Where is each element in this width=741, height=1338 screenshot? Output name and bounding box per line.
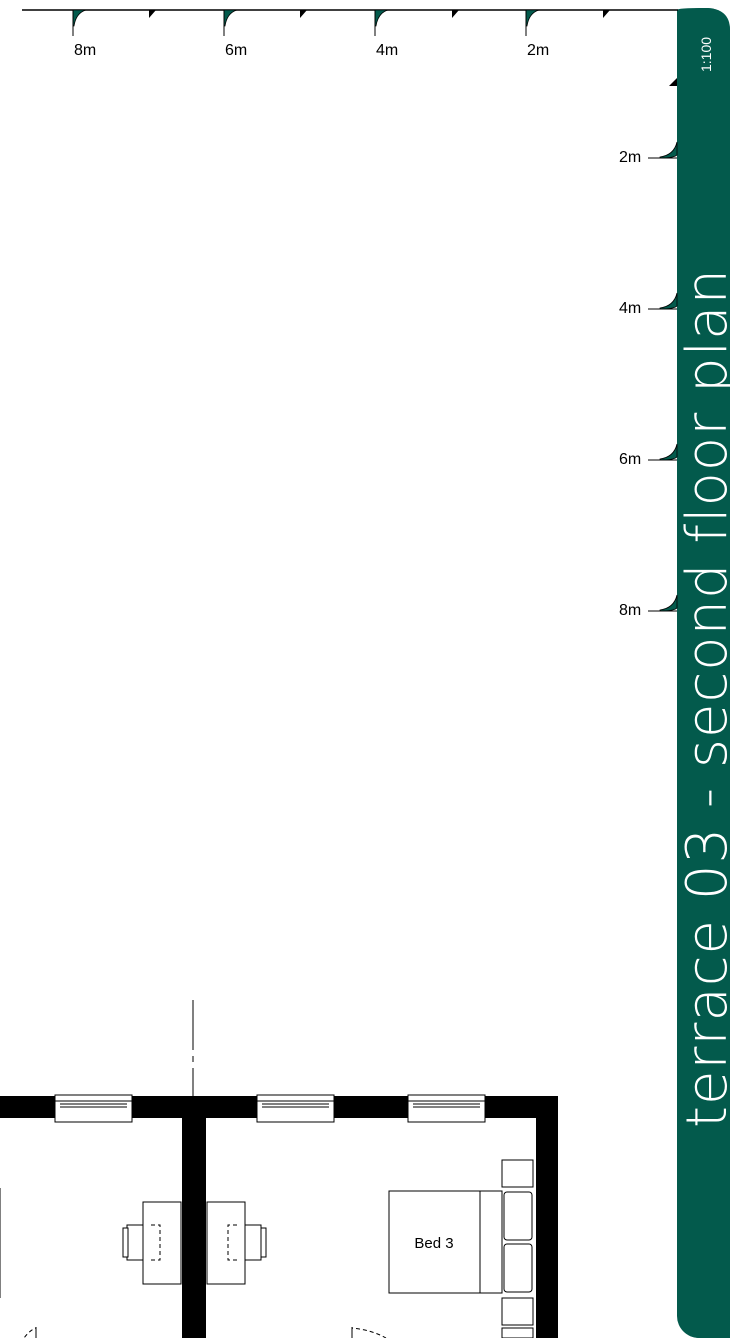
windows bbox=[54, 1094, 486, 1123]
scale-tick-major bbox=[525, 9, 540, 27]
desk-left bbox=[122, 1201, 182, 1285]
scale-tick-major bbox=[374, 9, 389, 27]
scale-label-8m: 8m bbox=[74, 42, 96, 59]
doors bbox=[0, 1188, 387, 1338]
pillow bbox=[503, 1243, 533, 1293]
scale-label-4m: 4m bbox=[619, 300, 641, 317]
bedside-table bbox=[501, 1159, 534, 1188]
scale-tick-minor bbox=[149, 10, 156, 18]
right-wall bbox=[536, 1096, 558, 1338]
pillow bbox=[503, 1191, 533, 1241]
scale-tick-major bbox=[223, 9, 238, 27]
chair-back bbox=[260, 1227, 267, 1258]
title-band-fill bbox=[677, 8, 730, 1338]
scale-tick-minor bbox=[603, 10, 610, 18]
room-label-bed-3: Bed 3 bbox=[414, 1235, 453, 1252]
scale-tick-minor bbox=[669, 78, 677, 86]
scale-tick-minor bbox=[300, 10, 307, 18]
scale-label-6m: 6m bbox=[225, 42, 247, 59]
chair bbox=[126, 1224, 144, 1261]
chair bbox=[244, 1224, 262, 1261]
desk-right bbox=[206, 1201, 267, 1285]
scale-label-2m: 2m bbox=[619, 149, 641, 166]
window bbox=[407, 1094, 486, 1123]
desk bbox=[142, 1201, 182, 1285]
horizontal-scale-bar: 8m 6m 4m 2m bbox=[22, 9, 678, 59]
scale-label-2m: 2m bbox=[527, 42, 549, 59]
scale-ratio: 1:100 bbox=[698, 37, 714, 72]
drawing-title: terrace 03 - second floor plan bbox=[675, 268, 740, 1128]
title-band: 1:100 terrace 03 - second floor plan bbox=[675, 8, 740, 1338]
scale-label-6m: 6m bbox=[619, 451, 641, 468]
window bbox=[54, 1094, 133, 1123]
partition-wall bbox=[182, 1118, 206, 1338]
bedside-table bbox=[501, 1297, 534, 1326]
scale-label-4m: 4m bbox=[376, 42, 398, 59]
bedside-table-edge bbox=[501, 1327, 534, 1338]
chair-back bbox=[122, 1227, 129, 1258]
scale-tick-minor bbox=[452, 10, 459, 18]
door-swing bbox=[23, 1327, 37, 1338]
desk bbox=[206, 1201, 246, 1285]
window bbox=[256, 1094, 335, 1123]
door-swing bbox=[351, 1327, 387, 1338]
bed-frame bbox=[388, 1190, 503, 1294]
bed-3: Bed 3 bbox=[388, 1159, 534, 1338]
scale-tick-major bbox=[72, 9, 87, 27]
vertical-scale-bar: 2m 4m 6m 8m bbox=[619, 78, 678, 619]
scale-tick-major bbox=[659, 141, 678, 159]
scale-label-8m: 8m bbox=[619, 602, 641, 619]
